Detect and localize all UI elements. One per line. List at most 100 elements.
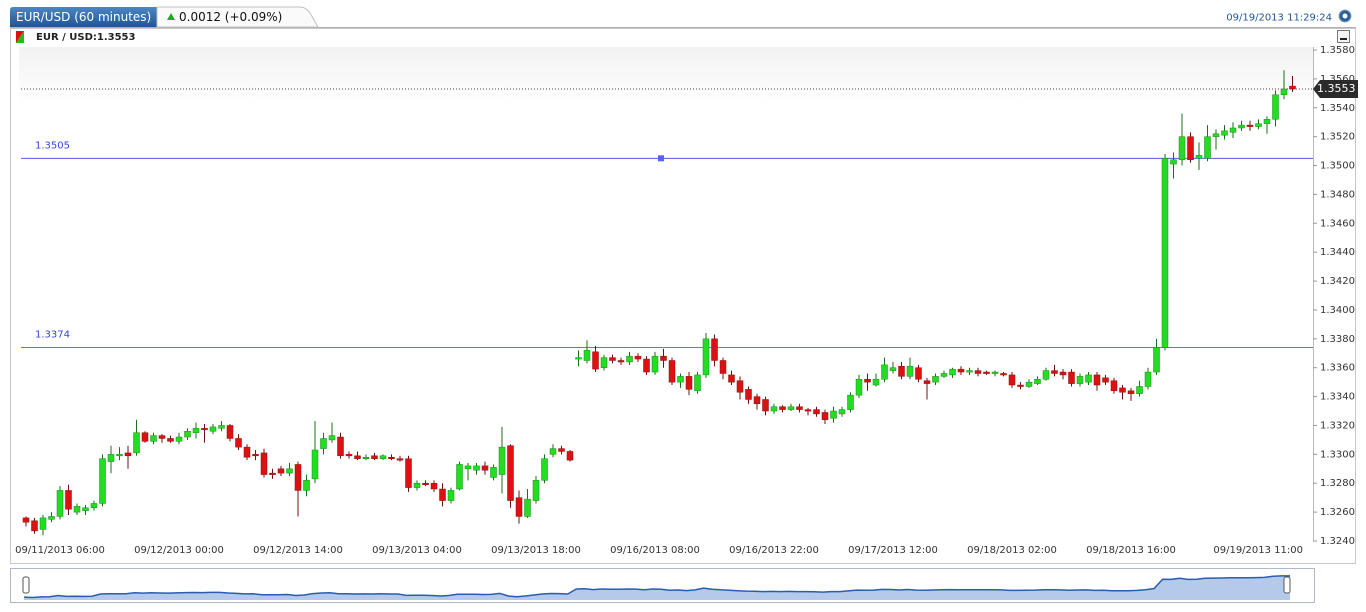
candle-body [158, 435, 166, 439]
candle-body [303, 480, 310, 491]
x-tick-label: 09/18/2013 02:00 [967, 545, 1057, 556]
candle-body [1246, 124, 1254, 127]
candle-body [456, 464, 463, 490]
candle-body [1161, 158, 1169, 348]
x-tick-label: 09/13/2013 18:00 [491, 545, 581, 556]
candle-body [175, 436, 183, 442]
candle-body [260, 452, 268, 475]
y-tick-label: 1.3380 [1320, 334, 1355, 345]
candle-body [940, 373, 948, 377]
candle-body [1289, 85, 1296, 90]
candle-body [56, 490, 64, 517]
candle-body [1119, 387, 1126, 393]
legend-icon-up [16, 31, 24, 43]
candle-body [22, 517, 30, 523]
candle-body [439, 488, 446, 501]
candle-body [813, 409, 820, 415]
candle-body [277, 468, 285, 474]
minimize-button[interactable] [1337, 30, 1350, 43]
instrument-title: EUR/USD (60 minutes) [16, 10, 151, 24]
candle-body [609, 357, 616, 361]
navigator-handle-left[interactable] [22, 576, 30, 594]
candle-body [770, 406, 778, 412]
candle-body [133, 432, 140, 454]
instrument-label: EUR / USD:1.3553 [36, 32, 136, 43]
candle-body [124, 452, 132, 457]
up-arrow [167, 13, 175, 20]
level-label: 1.3374 [35, 329, 70, 340]
level-label: 1.3505 [35, 140, 70, 151]
candle-body [82, 507, 89, 511]
candle-body [473, 465, 480, 471]
candle-body [1136, 386, 1143, 394]
candle-body [660, 355, 667, 361]
navigator-line [23, 575, 1290, 599]
title-tab[interactable] [10, 7, 157, 27]
candle-body [1229, 127, 1237, 133]
candle-body [388, 456, 395, 459]
x-tick-label: 09/12/2013 00:00 [134, 545, 224, 556]
candle-body [821, 412, 829, 420]
candle-body [73, 506, 81, 513]
y-tick-label: 1.3280 [1320, 478, 1355, 489]
candle-body [90, 503, 98, 509]
candle-body [1000, 373, 1007, 376]
candle-body [507, 445, 514, 501]
y-tick-label: 1.3500 [1320, 161, 1355, 172]
y-tick-label: 1.3240 [1320, 536, 1355, 547]
candle-body [643, 358, 650, 373]
candle-body [269, 472, 276, 475]
candle-body [711, 338, 718, 361]
candle-body [634, 355, 642, 360]
candle-body [1085, 374, 1092, 383]
candle-body [141, 432, 149, 442]
x-tick-label: 09/12/2013 14:00 [253, 545, 343, 556]
candle-body [286, 468, 293, 474]
candle-body [362, 456, 370, 459]
navigator-handle-right[interactable] [1283, 576, 1291, 594]
y-tick-label: 1.3400 [1320, 305, 1355, 316]
candle-body [1034, 379, 1041, 384]
candle-body [847, 394, 854, 410]
axis-layer: 1.3240 1.3260 1.3280 1.3300 1.3320 1.3340 1.33… [15, 45, 1358, 556]
x-tick-label: 09/11/2013 06:00 [15, 545, 105, 556]
candle-body [745, 389, 752, 400]
candle-body [116, 454, 123, 457]
candle-body [379, 455, 387, 459]
candle-body [1127, 390, 1135, 394]
candle-body [923, 380, 931, 384]
level-handle [658, 155, 664, 162]
candle-body [592, 351, 599, 370]
candle-body [48, 516, 55, 520]
candle-body [532, 480, 540, 501]
y-tick-label: 1.3520 [1320, 132, 1355, 143]
candle-body [1272, 94, 1279, 120]
candle-body [719, 360, 727, 374]
candle-body [524, 498, 531, 517]
candle-body [235, 438, 242, 448]
candle-body [464, 465, 472, 470]
candle-body [830, 410, 837, 419]
candle-body [575, 357, 582, 360]
candle-body [65, 490, 72, 510]
candle-body [1042, 370, 1050, 380]
candle-body [1204, 136, 1211, 159]
x-tick-label: 09/16/2013 22:00 [729, 545, 819, 556]
candle-body [651, 355, 659, 373]
candle-body [515, 497, 523, 517]
candle-body [1178, 136, 1186, 161]
candle-body [1187, 136, 1194, 161]
candle-body [541, 458, 548, 481]
candle-body [447, 490, 455, 501]
candle-body [184, 430, 191, 438]
x-tick-label: 09/18/2013 16:00 [1086, 545, 1176, 556]
candle-body [1221, 130, 1228, 136]
candle-body [243, 446, 251, 458]
candle-body [881, 364, 888, 380]
candle-body [1170, 159, 1177, 165]
candle-body [1076, 376, 1084, 384]
candle-body [753, 396, 761, 405]
candle-body [345, 454, 353, 457]
candle-body [201, 428, 208, 431]
